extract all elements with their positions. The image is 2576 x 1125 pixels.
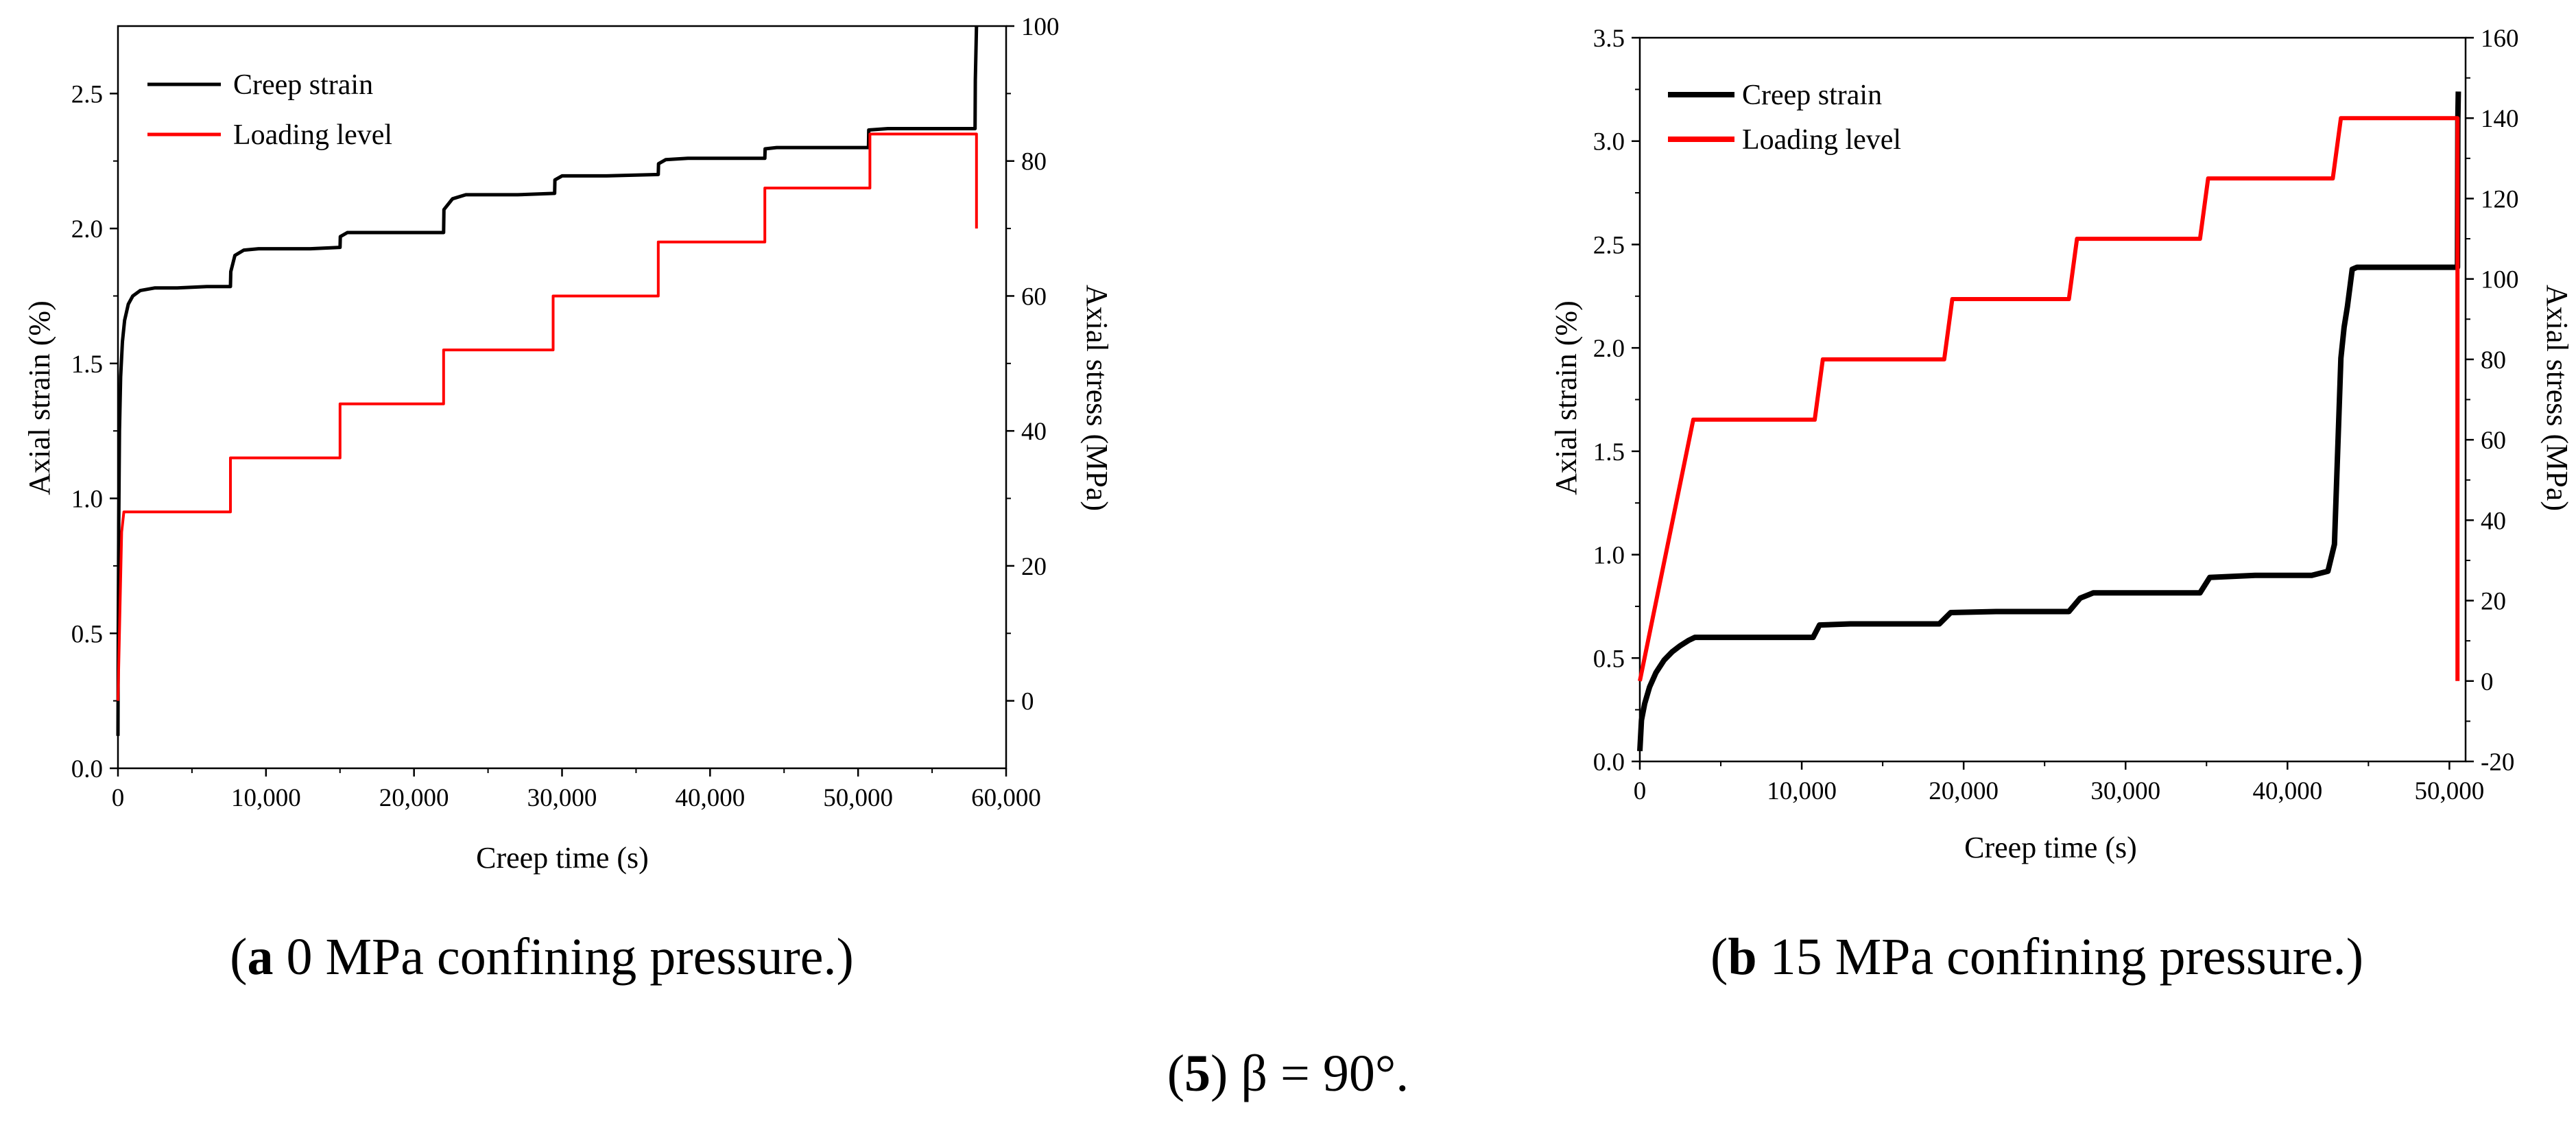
y2-tick-label: 160	[2481, 25, 2519, 53]
panel-b-series-loading-level	[1638, 116, 2460, 682]
panel-b-series-creep-strain	[1637, 91, 2461, 752]
panel-a-legend-creep-label: Creep strain	[233, 69, 373, 101]
x-tick-label: 30,000	[527, 784, 597, 812]
y-tick-label: 2.0	[71, 215, 103, 244]
x-tick-label: 60,000	[971, 784, 1041, 812]
panel-a-series-creep-strain	[116, 25, 979, 736]
y2-tick-label: 100	[1021, 13, 1060, 41]
panel-a: 0 10,000 20,000 30,000 40,000 50,000 60,000 0.0…	[23, 13, 1114, 986]
y2-tick-label: 20	[1021, 553, 1047, 581]
x-tick-label: 50,000	[823, 784, 893, 812]
x-tick-label: 20,000	[1929, 777, 1999, 805]
panel-b-legend-loading-label: Loading level	[1742, 124, 1901, 156]
y2-tick-label: 60	[2481, 427, 2506, 455]
y2-tick-label: 40	[1021, 418, 1047, 446]
x-tick-label: 30,000	[2090, 777, 2160, 805]
y-tick-label: 1.0	[71, 486, 103, 514]
panel-b-y2label: Axial stress (MPa)	[2540, 285, 2574, 511]
panel-a-series	[116, 25, 979, 736]
y2-tick-label: 60	[1021, 283, 1047, 311]
y-tick-label: 1.0	[1593, 542, 1625, 570]
y2-tick-label: 40	[2481, 507, 2506, 535]
y2-tick-label: 120	[2481, 185, 2519, 213]
y2-tick-label: 20	[2481, 588, 2506, 616]
panel-b-xlabel: Creep time (s)	[1964, 831, 2137, 864]
y-tick-label: 2.5	[1593, 231, 1625, 259]
panel-b: 0 10,000 20,000 30,000 40,000 50,000 0.0 0.5 1.0…	[1549, 25, 2574, 986]
panel-b-legend-creep-label: Creep strain	[1742, 80, 1882, 111]
x-tick-label: 50,000	[2415, 777, 2485, 805]
panel-a-caption-letter: a	[247, 928, 273, 986]
panel-b-legend: Creep strain Loading level	[1668, 80, 1901, 156]
y2-tick-label: 140	[2481, 105, 2519, 133]
panel-b-caption: (b 15 MPa confining pressure.)	[1710, 928, 2363, 986]
figure-caption: (5) β = 90°.	[1167, 1045, 1409, 1102]
y-tick-label: 1.5	[1593, 438, 1625, 466]
y-tick-label: 3.0	[1593, 128, 1625, 156]
x-tick-label: 0	[1634, 777, 1647, 805]
y-tick-label: 0.5	[1593, 645, 1625, 673]
y-tick-label: 2.0	[1593, 335, 1625, 363]
figure-caption-text: β = 90°.	[1228, 1045, 1409, 1102]
panel-b-caption-letter: b	[1728, 928, 1756, 986]
y-tick-label: 0.0	[71, 755, 103, 783]
panel-b-ylabel: Axial strain (%)	[1549, 300, 1583, 495]
x-tick-label: 10,000	[1767, 777, 1837, 805]
panel-a-legend-loading-label: Loading level	[233, 119, 392, 151]
y2-tick-label: 0	[2481, 668, 2494, 696]
panel-a-y2label: Axial stress (MPa)	[1080, 285, 1114, 511]
figure-caption-number: 5	[1184, 1045, 1211, 1102]
panel-a-caption-text: 0 MPa confining pressure.	[273, 928, 836, 986]
x-tick-label: 0	[112, 784, 125, 812]
x-tick-label: 10,000	[231, 784, 301, 812]
x-tick-label: 20,000	[379, 784, 449, 812]
panel-b-series	[1637, 91, 2461, 752]
y-tick-label: 2.5	[71, 80, 103, 108]
panel-a-series-loading-level	[117, 132, 978, 701]
panel-a-ylabel: Axial strain (%)	[23, 300, 56, 495]
y2-tick-label: 100	[2481, 266, 2519, 294]
y-tick-label: 0.5	[71, 620, 103, 648]
y2-tick-label: -20	[2481, 748, 2514, 777]
panel-b-axes: 0 10,000 20,000 30,000 40,000 50,000 0.0 0.5 1.0…	[1593, 25, 2519, 805]
panel-a-caption: (a 0 MPa confining pressure.)	[230, 928, 854, 986]
y2-tick-label: 0	[1021, 688, 1034, 716]
x-tick-label: 40,000	[675, 784, 745, 812]
y-tick-label: 3.5	[1593, 25, 1625, 53]
panel-b-caption-text: 15 MPa confining pressure.	[1757, 928, 2346, 986]
panel-a-axes: 0 10,000 20,000 30,000 40,000 50,000 60,000 0.0…	[71, 13, 1060, 812]
y-tick-label: 0.0	[1593, 748, 1625, 777]
x-tick-label: 40,000	[2252, 777, 2322, 805]
y-tick-label: 1.5	[71, 351, 103, 379]
panel-a-legend: Creep strain Loading level	[147, 69, 392, 151]
panel-a-xlabel: Creep time (s)	[476, 841, 649, 875]
y2-tick-label: 80	[2481, 346, 2506, 375]
y2-tick-label: 80	[1021, 148, 1047, 176]
